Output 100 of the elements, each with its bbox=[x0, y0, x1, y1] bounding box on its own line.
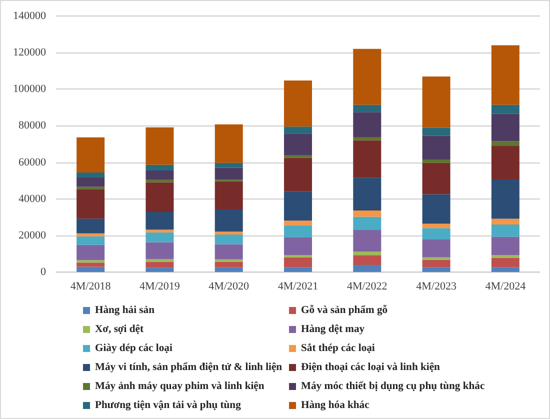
legend-label: Xơ, sợi dệt bbox=[95, 324, 144, 335]
bar bbox=[353, 48, 382, 105]
bar bbox=[491, 258, 520, 268]
bar bbox=[491, 141, 520, 146]
bar bbox=[284, 126, 312, 134]
bar bbox=[76, 262, 105, 267]
legend-label: Gỗ và sản phẩm gỗ bbox=[301, 304, 388, 316]
bar bbox=[422, 162, 450, 194]
bar bbox=[422, 228, 450, 240]
bar bbox=[146, 182, 174, 212]
x-tick-label: 4M/2018 bbox=[70, 280, 112, 292]
bar bbox=[146, 259, 174, 262]
bar bbox=[284, 80, 312, 127]
bar bbox=[422, 267, 450, 272]
bar bbox=[422, 76, 450, 128]
bar bbox=[491, 267, 520, 272]
bar bbox=[284, 191, 312, 221]
bar bbox=[214, 234, 243, 244]
bar bbox=[76, 218, 105, 234]
x-tick-label: 4M/2024 bbox=[485, 280, 526, 292]
x-tick-label: 4M/2023 bbox=[416, 280, 457, 292]
bar bbox=[284, 237, 312, 255]
bar bbox=[214, 124, 243, 163]
bar bbox=[146, 164, 174, 171]
bar bbox=[214, 162, 243, 168]
bar bbox=[146, 170, 174, 180]
bar bbox=[353, 112, 382, 138]
bar bbox=[284, 225, 312, 238]
legend-label: Phương tiện vận tải và phụ tùng bbox=[95, 400, 242, 411]
y-tick-label: 20000 bbox=[18, 229, 46, 242]
bar bbox=[491, 254, 520, 258]
y-tick-label: 40000 bbox=[18, 192, 46, 205]
y-tick-label: 60000 bbox=[18, 156, 46, 168]
y-tick-label: 100000 bbox=[13, 83, 46, 96]
legend-label: Giày dép các loại bbox=[95, 343, 172, 354]
y-tick-label: 0 bbox=[40, 266, 46, 278]
bar bbox=[353, 140, 382, 178]
bar bbox=[353, 210, 382, 217]
bar bbox=[214, 181, 243, 210]
bar bbox=[353, 230, 382, 252]
bar bbox=[76, 172, 105, 178]
y-tick-label: 80000 bbox=[18, 120, 46, 132]
legend-label: Hàng hóa khác bbox=[301, 400, 370, 411]
bar bbox=[491, 179, 520, 219]
bar bbox=[76, 233, 105, 236]
bar bbox=[214, 209, 243, 232]
bar bbox=[491, 114, 520, 142]
bar bbox=[284, 267, 312, 272]
bar bbox=[146, 127, 174, 165]
bar bbox=[214, 259, 243, 262]
bar bbox=[284, 257, 312, 268]
legend-label: Hàng hải sản bbox=[95, 305, 155, 316]
bar bbox=[214, 232, 243, 235]
bar bbox=[214, 267, 243, 272]
bar bbox=[76, 260, 105, 263]
bar bbox=[353, 265, 382, 272]
bar bbox=[146, 268, 174, 272]
bar bbox=[353, 137, 382, 140]
x-tick-label: 4M/2021 bbox=[278, 280, 318, 292]
bar bbox=[284, 220, 312, 226]
y-tick-label: 120000 bbox=[13, 46, 46, 59]
bar bbox=[284, 158, 312, 192]
bar bbox=[146, 262, 174, 268]
bar bbox=[76, 189, 105, 219]
bar bbox=[491, 45, 520, 105]
bar bbox=[353, 216, 382, 230]
bar bbox=[146, 212, 174, 230]
bar bbox=[422, 239, 450, 258]
bar bbox=[491, 218, 520, 224]
legend-label: Máy ảnh máy quay phim và linh kiện bbox=[95, 381, 264, 392]
x-tick-label: 4M/2019 bbox=[140, 280, 180, 292]
bar bbox=[422, 224, 450, 228]
bar bbox=[353, 255, 382, 266]
bar bbox=[422, 128, 450, 136]
bar bbox=[214, 244, 243, 260]
bar bbox=[76, 244, 105, 260]
bar bbox=[422, 194, 450, 224]
bar bbox=[146, 242, 174, 260]
bar bbox=[422, 160, 450, 163]
bar bbox=[353, 104, 382, 112]
bar bbox=[491, 146, 520, 180]
bar bbox=[284, 134, 312, 156]
legend-label: Sắt thép các loại bbox=[301, 343, 375, 354]
bar bbox=[284, 254, 312, 258]
bar bbox=[422, 136, 450, 160]
legend-label: Hàng dệt may bbox=[301, 324, 366, 335]
bar bbox=[353, 252, 382, 256]
bar bbox=[353, 178, 382, 211]
bar bbox=[76, 177, 105, 187]
bar bbox=[214, 168, 243, 180]
bar bbox=[491, 224, 520, 237]
bar bbox=[146, 232, 174, 242]
legend-label: Máy vi tính, sản phẩm điện tử & linh liện bbox=[95, 362, 282, 373]
bar bbox=[491, 104, 520, 114]
bar bbox=[491, 236, 520, 255]
x-tick-label: 4M/2022 bbox=[346, 280, 388, 292]
bar bbox=[214, 262, 243, 268]
legend-label: Điện thoại các loại và linh kiện bbox=[301, 362, 440, 373]
x-tick-label: 4M/2020 bbox=[208, 280, 250, 292]
legend-label: Máy móc thiết bị dụng cụ phụ tùng khác bbox=[301, 381, 485, 392]
